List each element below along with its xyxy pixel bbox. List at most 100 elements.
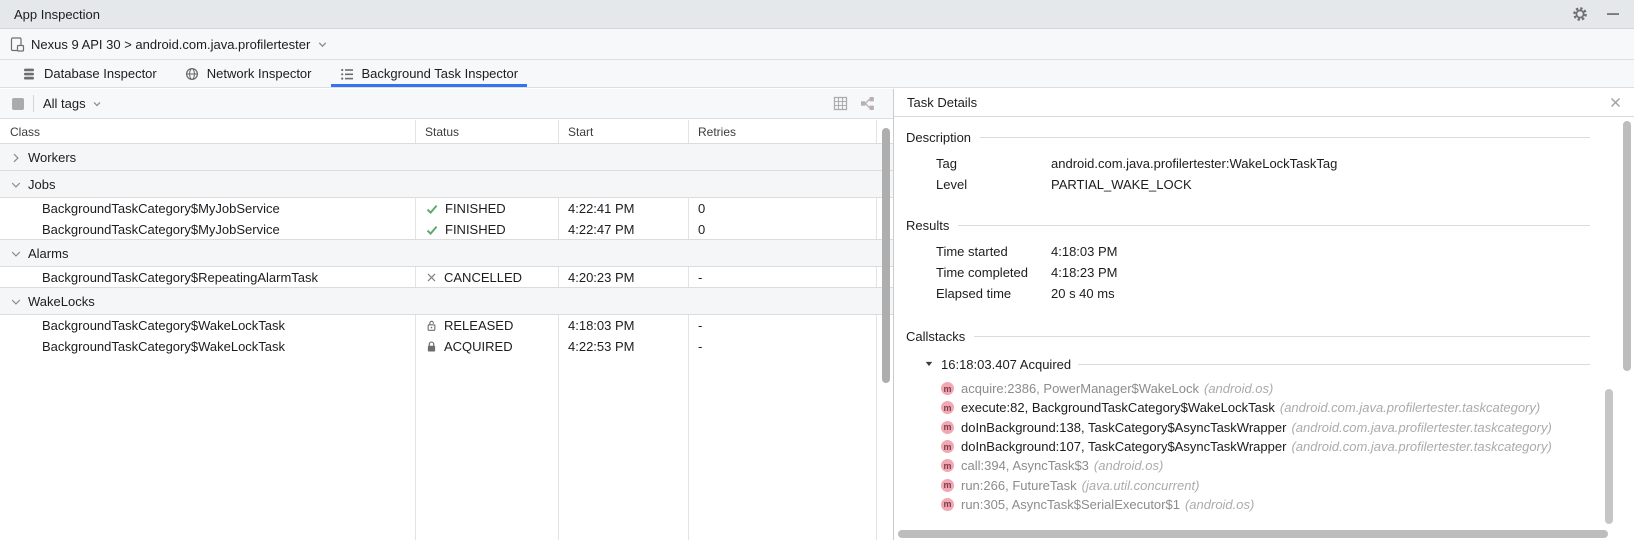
callstack-entry-toggle[interactable]: 16:18:03.407 Acquired bbox=[924, 356, 1590, 372]
field-value: android.com.java.profilertester:WakeLock… bbox=[1051, 156, 1338, 171]
table-row[interactable]: BackgroundTaskCategory$RepeatingAlarmTas… bbox=[0, 267, 893, 288]
callstack-frame[interactable]: m run:266, FutureTask (java.util.concurren… bbox=[941, 475, 1590, 494]
device-process-selector[interactable]: Nexus 9 API 30 > android.com.java.profil… bbox=[31, 36, 311, 52]
table-row[interactable]: BackgroundTaskCategory$WakeLockTask RELEA… bbox=[0, 315, 893, 336]
tool-window-header: App Inspection bbox=[0, 0, 1634, 29]
cell-status: FINISHED bbox=[415, 201, 558, 216]
chevron-down-icon[interactable] bbox=[9, 295, 22, 308]
chevron-down-icon[interactable] bbox=[9, 247, 22, 260]
field-label: Tag bbox=[936, 156, 957, 171]
callstack-frame[interactable]: m doInBackground:138, TaskCategory$AsyncT… bbox=[941, 418, 1590, 437]
details-horizontal-scrollbar[interactable] bbox=[898, 530, 1608, 538]
callstack-frame[interactable]: m execute:82, BackgroundTaskCategory$Wake… bbox=[941, 398, 1590, 417]
lock-closed-icon bbox=[425, 340, 438, 353]
table-vertical-scrollbar[interactable] bbox=[882, 128, 890, 383]
column-divider[interactable] bbox=[688, 120, 689, 540]
status-text: ACQUIRED bbox=[444, 339, 513, 354]
cell-start: 4:22:47 PM bbox=[568, 222, 635, 237]
frame-package: (android.com.java.profilertester.taskcat… bbox=[1291, 439, 1552, 455]
column-header-start[interactable]: Start bbox=[568, 124, 594, 139]
column-divider[interactable] bbox=[558, 120, 559, 540]
frame-package: (android.com.java.profilertester.taskcat… bbox=[1279, 400, 1541, 416]
method-icon: m bbox=[941, 382, 954, 396]
tab-database-inspector[interactable]: Database Inspector bbox=[8, 60, 171, 87]
cell-class: BackgroundTaskCategory$WakeLockTask bbox=[42, 339, 286, 354]
status-text: FINISHED bbox=[445, 222, 506, 237]
chevron-right-icon[interactable] bbox=[9, 151, 22, 164]
device-icon bbox=[10, 36, 25, 52]
close-icon[interactable] bbox=[1610, 97, 1621, 108]
field-time-started: Time started 4:18:03 PM bbox=[936, 241, 1590, 262]
cell-retries: 0 bbox=[698, 201, 706, 216]
chevron-down-icon[interactable] bbox=[9, 178, 22, 191]
table-row[interactable]: BackgroundTaskCategory$MyJobService FINIS… bbox=[0, 198, 893, 219]
field-elapsed-time: Elapsed time 20 s 40 ms bbox=[936, 283, 1590, 304]
cell-class: BackgroundTaskCategory$MyJobService bbox=[42, 201, 280, 216]
all-tags-dropdown[interactable]: All tags bbox=[43, 96, 103, 111]
field-value: 20 s 40 ms bbox=[1051, 286, 1115, 301]
settings-gear-icon[interactable] bbox=[1572, 6, 1588, 22]
callstack-frame[interactable]: m run:305, AsyncTask$SerialExecutor$1 (and… bbox=[941, 495, 1590, 514]
graph-view-toggle-icon[interactable] bbox=[860, 96, 875, 111]
triangle-down-icon bbox=[925, 361, 933, 367]
table-group-row-alarms[interactable]: Alarms bbox=[0, 239, 893, 267]
task-table: Class Status Start Retries Workers Jobs Ba… bbox=[0, 120, 893, 540]
details-vertical-scrollbar[interactable] bbox=[1623, 121, 1631, 371]
table-row[interactable]: BackgroundTaskCategory$WakeLockTask ACQUI… bbox=[0, 336, 893, 357]
method-icon: m bbox=[941, 478, 954, 492]
callstack-frame[interactable]: m doInBackground:107, TaskCategory$AsyncT… bbox=[941, 437, 1590, 456]
stop-inspector-button[interactable] bbox=[12, 97, 24, 110]
group-name: Alarms bbox=[28, 245, 69, 261]
frame-text: run:305, AsyncTask$SerialExecutor$1 bbox=[961, 496, 1180, 512]
field-value: PARTIAL_WAKE_LOCK bbox=[1051, 177, 1192, 192]
cell-start: 4:22:41 PM bbox=[568, 201, 635, 216]
callstack-vertical-scrollbar[interactable] bbox=[1605, 389, 1613, 524]
method-icon: m bbox=[941, 420, 954, 434]
callstack-entry-label: 16:18:03.407 Acquired bbox=[941, 356, 1072, 372]
status-text: FINISHED bbox=[445, 201, 506, 216]
frame-package: (android.os) bbox=[1184, 496, 1255, 512]
tab-network-inspector[interactable]: Network Inspector bbox=[171, 60, 326, 87]
column-header-retries[interactable]: Retries bbox=[698, 124, 737, 139]
description-section-heading: Description bbox=[906, 129, 1590, 145]
table-body: Workers Jobs BackgroundTaskCategory$MyJobS… bbox=[0, 143, 893, 357]
field-label: Level bbox=[936, 177, 968, 192]
cell-status: RELEASED bbox=[415, 318, 558, 333]
cell-class: BackgroundTaskCategory$RepeatingAlarmTas… bbox=[42, 270, 319, 285]
field-value: 4:18:03 PM bbox=[1051, 244, 1118, 259]
group-name: Workers bbox=[28, 149, 77, 165]
table-row[interactable]: BackgroundTaskCategory$MyJobService FINIS… bbox=[0, 219, 893, 240]
minimize-icon[interactable] bbox=[1606, 7, 1620, 21]
field-time-completed: Time completed 4:18:23 PM bbox=[936, 262, 1590, 283]
lock-open-icon bbox=[425, 319, 438, 332]
status-text: CANCELLED bbox=[444, 270, 523, 285]
cell-retries: 0 bbox=[698, 222, 706, 237]
section-title: Description bbox=[906, 129, 972, 145]
cell-retries: - bbox=[698, 318, 703, 333]
frame-package: (android.os) bbox=[1204, 381, 1274, 397]
section-title: Callstacks bbox=[906, 328, 966, 344]
chevron-down-icon[interactable] bbox=[316, 38, 329, 51]
process-selector-bar: Nexus 9 API 30 > android.com.java.profil… bbox=[0, 29, 1634, 60]
table-group-row-wakelocks[interactable]: WakeLocks bbox=[0, 287, 893, 315]
field-tag: Tag android.com.java.profilertester:Wake… bbox=[936, 153, 1590, 174]
callstack-frame[interactable]: m acquire:2386, PowerManager$WakeLock (and… bbox=[941, 379, 1590, 398]
table-view-toggle-icon[interactable] bbox=[833, 96, 848, 111]
frame-text: doInBackground:107, TaskCategory$AsyncTa… bbox=[961, 439, 1287, 455]
frame-package: (java.util.concurrent) bbox=[1081, 477, 1200, 493]
tab-background-task-inspector[interactable]: Background Task Inspector bbox=[326, 60, 533, 87]
group-name: Jobs bbox=[28, 176, 56, 192]
cell-status: CANCELLED bbox=[415, 270, 558, 285]
table-header-row: Class Status Start Retries bbox=[0, 120, 893, 144]
column-divider[interactable] bbox=[415, 120, 416, 540]
column-header-status[interactable]: Status bbox=[425, 124, 460, 139]
table-group-row-workers[interactable]: Workers bbox=[0, 143, 893, 171]
column-header-class[interactable]: Class bbox=[10, 124, 41, 139]
all-tags-label: All tags bbox=[43, 96, 86, 111]
method-icon: m bbox=[941, 459, 954, 473]
field-value: 4:18:23 PM bbox=[1051, 265, 1118, 280]
callstack-frame[interactable]: m call:394, AsyncTask$3 (android.os) bbox=[941, 456, 1590, 475]
check-icon bbox=[425, 202, 439, 216]
table-group-row-jobs[interactable]: Jobs bbox=[0, 170, 893, 198]
cell-status: ACQUIRED bbox=[415, 339, 558, 354]
